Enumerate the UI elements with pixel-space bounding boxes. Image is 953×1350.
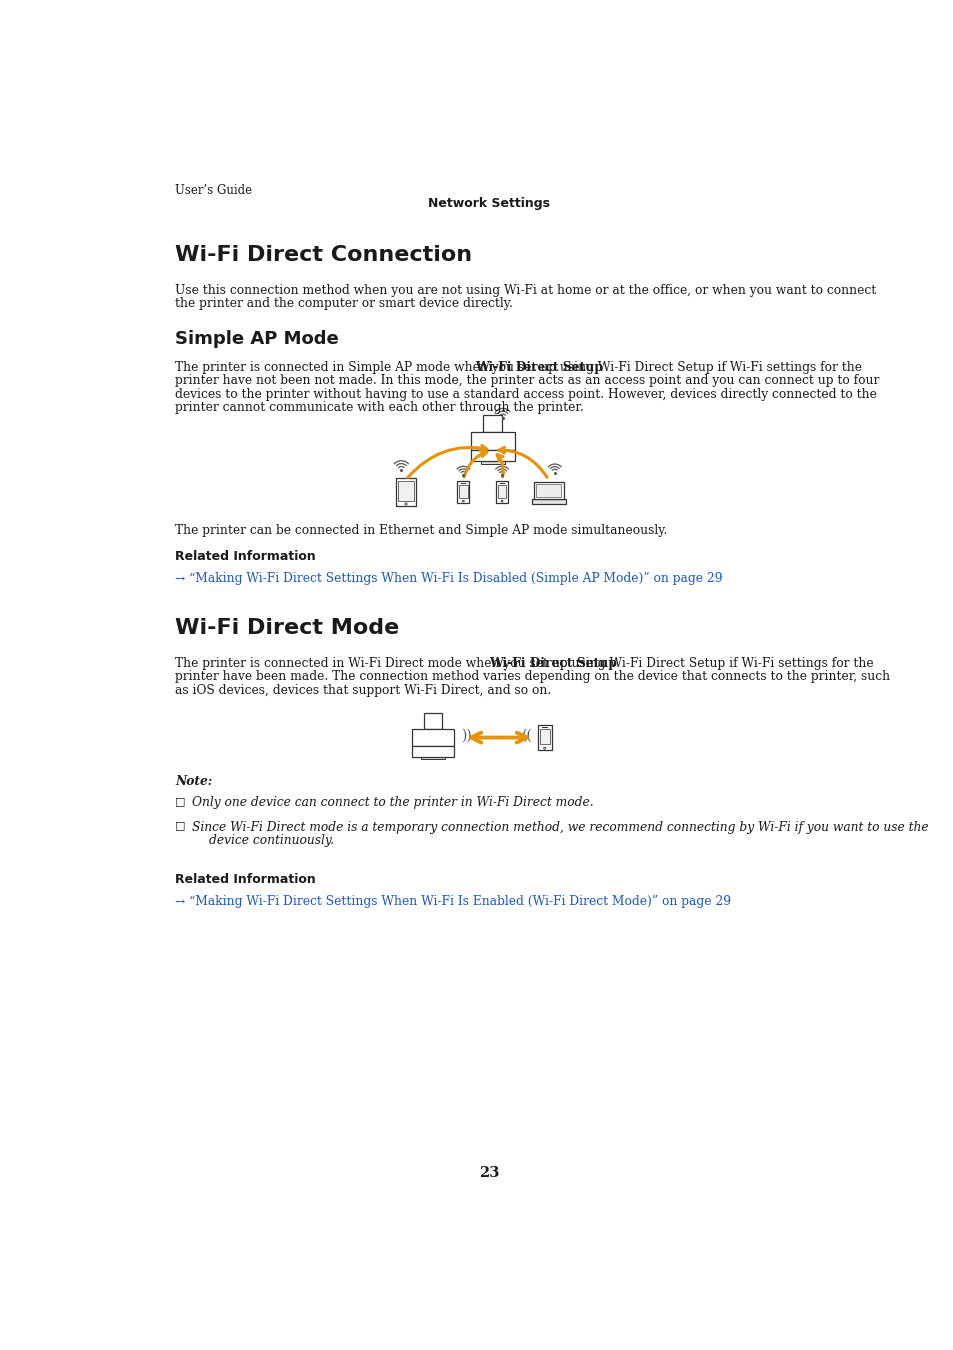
Bar [470, 451, 515, 462]
Bar [412, 729, 454, 747]
Circle shape [404, 502, 407, 505]
Text: Simple AP Mode: Simple AP Mode [174, 329, 338, 348]
Bar [457, 481, 469, 504]
Text: → “Making Wi-Fi Direct Settings When Wi-Fi Is Disabled (Simple AP Mode)” on page: → “Making Wi-Fi Direct Settings When Wi-… [174, 572, 722, 585]
Bar [531, 500, 565, 505]
Circle shape [500, 501, 502, 502]
Bar [480, 458, 504, 464]
Circle shape [543, 748, 545, 749]
Text: Since Wi-Fi Direct mode is a temporary connection method, we recommend connectin: Since Wi-Fi Direct mode is a temporary c… [192, 821, 928, 834]
Text: printer have been made. The connection method varies depending on the device tha: printer have been made. The connection m… [174, 670, 889, 683]
Text: The printer is connected in Simple AP mode when you set up using Wi-Fi Direct Se: The printer is connected in Simple AP mo… [174, 360, 862, 374]
Bar [421, 753, 444, 759]
Bar [497, 485, 506, 498]
Bar [539, 729, 549, 744]
Bar [412, 747, 454, 756]
Text: → “Making Wi-Fi Direct Settings When Wi-Fi Is Enabled (Wi-Fi Direct Mode)” on pa: → “Making Wi-Fi Direct Settings When Wi-… [174, 895, 730, 907]
Text: The printer is connected in Wi-Fi Direct mode when you set up using Wi-Fi Direct: The printer is connected in Wi-Fi Direct… [174, 656, 873, 670]
Text: The printer can be connected in Ethernet and Simple AP mode simultaneously.: The printer can be connected in Ethernet… [174, 524, 667, 537]
Text: □: □ [174, 796, 185, 806]
Bar [395, 478, 416, 506]
Text: the printer and the computer or smart device directly.: the printer and the computer or smart de… [174, 297, 513, 310]
Bar [483, 414, 501, 432]
Text: Wi-Fi Direct Setup: Wi-Fi Direct Setup [475, 360, 602, 374]
Text: □: □ [174, 821, 185, 830]
Text: Related Information: Related Information [174, 873, 315, 886]
Text: printer cannot communicate with each other through the printer.: printer cannot communicate with each oth… [174, 401, 583, 414]
Text: 23: 23 [478, 1166, 498, 1180]
Text: Wi-Fi Direct Setup: Wi-Fi Direct Setup [488, 656, 616, 670]
Bar [470, 432, 515, 451]
Text: Use this connection method when you are not using Wi-Fi at home or at the office: Use this connection method when you are … [174, 284, 876, 297]
Text: devices to the printer without having to use a standard access point. However, d: devices to the printer without having to… [174, 387, 876, 401]
Bar [458, 485, 467, 498]
Text: User’s Guide: User’s Guide [174, 184, 252, 197]
Bar [533, 482, 563, 500]
Text: Note:: Note: [174, 775, 213, 787]
Text: Network Settings: Network Settings [428, 197, 549, 209]
Text: device continuously.: device continuously. [209, 834, 334, 848]
Text: Only one device can connect to the printer in Wi-Fi Direct mode.: Only one device can connect to the print… [192, 796, 593, 809]
Text: as iOS devices, devices that support Wi-Fi Direct, and so on.: as iOS devices, devices that support Wi-… [174, 683, 551, 697]
Text: ((: (( [521, 729, 532, 742]
Bar [496, 481, 507, 504]
Text: Wi-Fi Direct Mode: Wi-Fi Direct Mode [174, 618, 399, 639]
Bar [424, 713, 441, 729]
Bar [537, 725, 551, 751]
Text: Related Information: Related Information [174, 551, 315, 563]
Bar [536, 483, 560, 497]
Bar [397, 481, 414, 501]
Text: printer have not been not made. In this mode, the printer acts as an access poin: printer have not been not made. In this … [174, 374, 879, 387]
Circle shape [462, 501, 464, 502]
Text: )): )) [460, 729, 472, 742]
Text: Wi-Fi Direct Connection: Wi-Fi Direct Connection [174, 246, 472, 265]
